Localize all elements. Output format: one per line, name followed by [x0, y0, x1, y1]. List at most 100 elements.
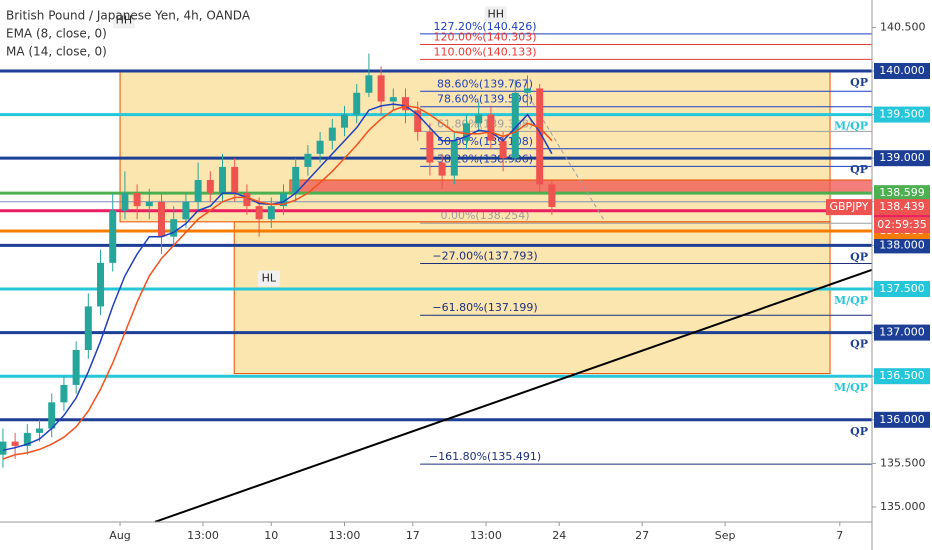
annotation-text: HL — [262, 272, 277, 285]
candle-body — [341, 114, 349, 128]
candle-body — [121, 193, 129, 211]
x-tick-label: 17 — [406, 529, 420, 542]
candle-body — [304, 153, 312, 167]
last-price-box — [874, 199, 930, 216]
candle-body — [0, 441, 7, 455]
candle-body — [389, 97, 397, 102]
x-tick-label: 24 — [552, 529, 566, 542]
candle-body — [133, 193, 141, 207]
x-tick-label: 13:00 — [187, 529, 219, 542]
candle-body — [109, 210, 117, 263]
fib-label: −161.80%(135.491) — [429, 450, 541, 463]
fib-label: 0.00%(138.254) — [440, 209, 529, 222]
candle-body — [475, 114, 483, 124]
x-tick-label: Sep — [715, 529, 736, 542]
y-tick-label-box — [874, 280, 930, 297]
level-tag: QP — [850, 338, 868, 351]
y-tick-label: 136.000 — [879, 413, 925, 426]
candle-body — [414, 110, 422, 133]
plot-area: 127.20%(140.426)120.00%(140.303)110.00%(… — [0, 6, 873, 523]
price-axis — [873, 0, 932, 550]
x-tick-label: 13:00 — [470, 529, 502, 542]
candle-body — [182, 201, 190, 220]
candle-body — [60, 384, 68, 403]
level-tag: M/QP — [834, 120, 868, 133]
candle-body — [426, 132, 434, 163]
x-tick-label: 7 — [836, 529, 843, 542]
fib-label: 78.60%(139.590) — [437, 93, 533, 106]
indicator-line — [2, 105, 553, 460]
fib-label: 110.00%(140.133) — [433, 45, 536, 58]
price-label-box — [874, 185, 930, 202]
x-tick-label: 27 — [635, 529, 649, 542]
level-tag: QP — [850, 425, 868, 438]
candle-body — [511, 92, 519, 159]
y-tick-label: 136.500 — [879, 369, 925, 382]
candle-body — [377, 75, 385, 102]
candle-body — [450, 140, 458, 176]
legend-entry: MA (14, close, 0) — [6, 45, 107, 59]
price-label: 138.599 — [879, 186, 925, 199]
candle-body — [438, 162, 446, 176]
candle-body — [194, 179, 202, 202]
candle-body — [280, 193, 288, 207]
last-price: 138.439 — [879, 200, 925, 213]
annotation: HL — [257, 270, 280, 287]
candle-body — [402, 97, 410, 111]
annotation: HH — [112, 12, 135, 29]
symbol-box — [826, 199, 872, 216]
y-tick-label: 135.500 — [880, 456, 926, 469]
y-tick-label-box — [874, 237, 930, 254]
level-tag: M/QP — [834, 381, 868, 394]
x-tick-label: 13:00 — [329, 529, 361, 542]
candle-body — [536, 88, 544, 185]
candle-body — [72, 350, 80, 385]
fib-label: 88.60%(139.767) — [437, 77, 533, 90]
symbol-label: GBPJPY — [829, 200, 868, 213]
candle-body — [255, 206, 263, 220]
y-tick-label-box — [874, 368, 930, 385]
annotation-text: HH — [488, 7, 505, 20]
candle-body — [170, 219, 178, 237]
indicator-line — [2, 103, 553, 452]
candle-body — [11, 441, 19, 446]
y-tick-label: 137.000 — [879, 326, 925, 339]
annotation-box — [484, 6, 507, 23]
y-tick-label-box — [874, 411, 930, 428]
candle-body — [292, 166, 300, 194]
y-tick-label: 137.500 — [879, 282, 925, 295]
candle-body — [84, 306, 92, 351]
y-tick-label-box — [874, 62, 930, 79]
trend-line — [154, 268, 873, 523]
level-tag: QP — [850, 76, 868, 89]
fib-label: 120.00%(140.303) — [433, 31, 536, 44]
level-tag: QP — [850, 163, 868, 176]
level-tag: M/QP — [834, 294, 868, 307]
candle-body — [48, 402, 56, 429]
trend-line — [524, 89, 606, 223]
candle-body — [499, 140, 507, 159]
candle-body — [206, 179, 214, 194]
y-tick-label: 135.000 — [880, 500, 926, 513]
y-tick-label: 140.500 — [880, 20, 926, 33]
annotation-box — [112, 12, 135, 29]
level-tag: QP — [850, 250, 868, 263]
candle-body — [219, 166, 227, 194]
y-tick-label-box — [874, 106, 930, 123]
y-tick-label-box — [874, 324, 930, 341]
fib-label: −61.80%(137.199) — [432, 301, 537, 314]
countdown-box — [874, 217, 930, 234]
candle-body — [365, 75, 373, 93]
candle-body — [328, 127, 336, 141]
candle-body — [36, 428, 44, 433]
fib-label: 61.80%(139.308) — [437, 117, 533, 130]
y-tick-label: 139.500 — [879, 108, 925, 121]
candle-body — [23, 432, 31, 446]
y-tick-label-box — [874, 150, 930, 167]
y-tick-label: 138.000 — [879, 238, 925, 251]
legend-entry: EMA (8, close, 0) — [6, 27, 107, 41]
y-tick-label: 139.000 — [879, 151, 925, 164]
chart-title: British Pound / Japanese Yen, 4h, OANDA — [6, 9, 251, 23]
candle-body — [97, 262, 105, 307]
